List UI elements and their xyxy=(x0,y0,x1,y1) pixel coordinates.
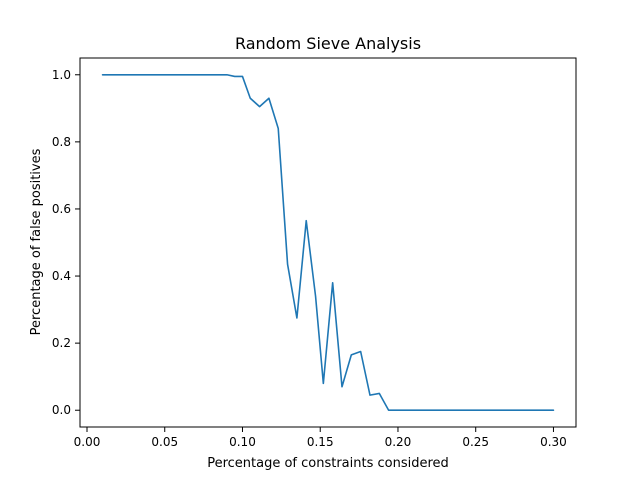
y-axis: 0.0 0.2 0.4 0.6 0.8 1.0 xyxy=(52,68,80,417)
series-line xyxy=(101,73,555,412)
x-tick-label: 0.30 xyxy=(540,435,567,449)
chart-title: Random Sieve Analysis xyxy=(235,34,421,53)
y-tick-label: 0.4 xyxy=(52,269,71,283)
y-tick-label: 0.6 xyxy=(52,202,71,216)
plot-area xyxy=(79,57,577,428)
x-tick-label: 0.00 xyxy=(74,435,101,449)
x-axis: 0.00 0.05 0.10 0.15 0.20 0.25 0.30 xyxy=(74,427,567,449)
y-tick-label: 0.2 xyxy=(52,336,71,350)
x-tick-label: 0.20 xyxy=(385,435,412,449)
y-tick-label: 0.0 xyxy=(52,403,71,417)
x-tick-label: 0.10 xyxy=(229,435,256,449)
y-axis-label: Percentage of false positives xyxy=(29,148,44,335)
x-tick-label: 0.25 xyxy=(462,435,489,449)
x-tick-label: 0.05 xyxy=(151,435,178,449)
plot-frame xyxy=(79,57,577,428)
y-tick-label: 0.8 xyxy=(52,135,71,149)
x-tick-label: 0.15 xyxy=(307,435,334,449)
x-axis-label: Percentage of constraints considered xyxy=(207,456,449,471)
y-tick-label: 1.0 xyxy=(52,68,71,82)
